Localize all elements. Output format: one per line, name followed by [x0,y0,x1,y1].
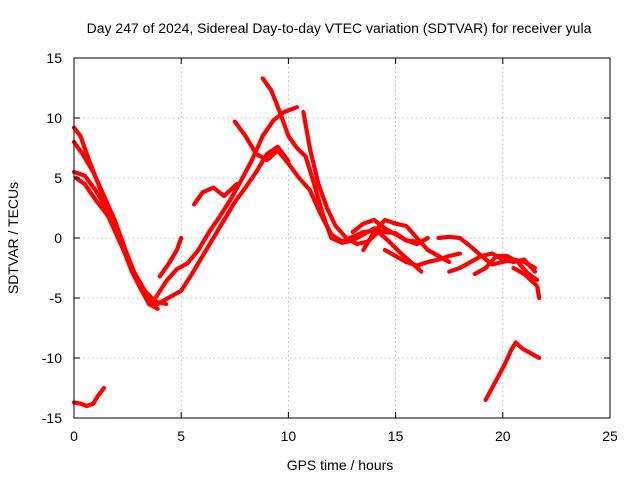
data-series-track-4 [73,175,169,307]
data-series-track-18 [511,265,542,301]
chart-title: Day 247 of 2024, Sidereal Day-to-day VTE… [87,20,592,36]
x-tick-label: 20 [495,428,511,444]
x-tick-label: 25 [602,428,618,444]
data-series-track-8 [192,181,239,207]
x-tick-label: 5 [177,428,185,444]
data-series-track-20 [71,385,107,409]
y-tick-label: 5 [54,170,62,186]
data-series-track-14 [382,247,462,268]
x-tick-labels: 0 5 10 15 20 25 [70,428,618,444]
y-tick-labels: -15 -10 -5 0 5 10 15 [42,50,62,426]
y-tick-label: -10 [42,350,62,366]
data-series-track-16 [447,251,538,274]
data-series-track-13 [361,217,452,265]
y-tick-label: -5 [50,290,63,306]
data-series-track-19 [483,340,542,403]
y-tick-label: 10 [46,110,62,126]
data-series-track-9 [232,119,377,244]
grid-layer [74,58,610,418]
data-series-track-11 [301,109,424,274]
y-tick-label: 0 [54,230,62,246]
y-tick-label: -15 [42,410,62,426]
data-series-track-7 [157,235,184,279]
tick-layer [73,57,611,419]
x-tick-label: 10 [281,428,297,444]
data-series-track-12 [350,217,420,244]
x-tick-label: 0 [70,428,78,444]
y-axis-label: SDTVAR / TECUs [5,182,21,294]
x-axis-label: GPS time / hours [287,457,394,473]
data-series-track-5 [153,144,291,308]
data-series-track-17 [472,253,540,283]
y-tick-label: 15 [46,50,62,66]
x-tick-label: 15 [388,428,404,444]
series-layer [71,76,542,409]
data-series-track-6 [153,105,300,301]
